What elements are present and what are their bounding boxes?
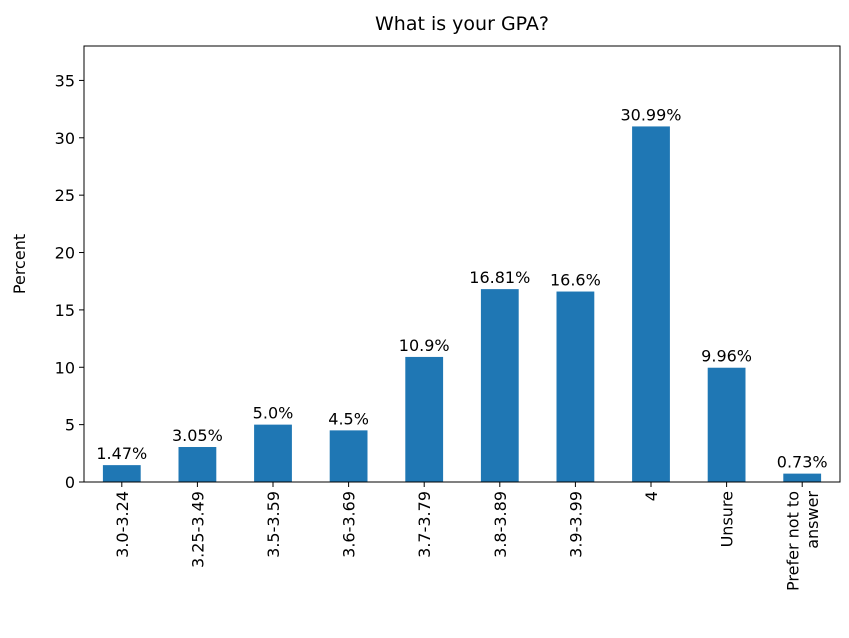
y-tick-label: 5 [65,416,75,435]
bar [405,356,444,482]
x-tick-label: 3.0-3.24 [113,491,132,558]
value-label: 3.05% [172,426,223,445]
bar [178,447,217,482]
x-tick-label: Prefer not toanswer [784,491,822,591]
value-label: 5.0% [253,404,294,423]
y-tick-label: 35 [55,71,75,90]
bar [329,430,368,482]
value-label: 10.9% [399,336,450,355]
value-label: 4.5% [328,409,369,428]
bar [254,424,292,482]
y-axis-label: Percent [10,234,29,294]
value-label: 16.6% [550,271,601,290]
bar [707,367,746,482]
value-label: 1.47% [96,444,147,463]
x-tick-label: 3.6-3.69 [340,491,359,558]
x-tick-label: 3.7-3.79 [415,491,434,558]
y-tick-label: 20 [55,244,75,263]
x-tick-label: 3.8-3.89 [491,491,510,558]
value-label: 16.81% [469,268,530,287]
y-tick-label: 0 [65,473,75,492]
chart-title: What is your GPA? [375,13,549,35]
y-tick-label: 25 [55,186,75,205]
x-tick-label: Unsure [718,491,737,547]
value-label: 0.73% [777,453,828,472]
bar [102,465,141,482]
bar [480,289,519,482]
y-tick-label: 30 [55,129,75,148]
y-tick-label: 10 [55,358,75,377]
value-label: 9.96% [701,347,752,366]
axes-frame [83,45,841,483]
x-tick-label: 3.5-3.59 [264,491,283,558]
bar [632,126,670,482]
y-tick-label: 15 [55,301,75,320]
x-tick-label: 3.9-3.99 [566,491,585,558]
bar [783,473,822,482]
bar [556,291,595,482]
x-tick-label: 4 [642,491,661,501]
value-label: 30.99% [620,105,681,124]
x-tick-label: 3.25-3.49 [188,491,207,568]
